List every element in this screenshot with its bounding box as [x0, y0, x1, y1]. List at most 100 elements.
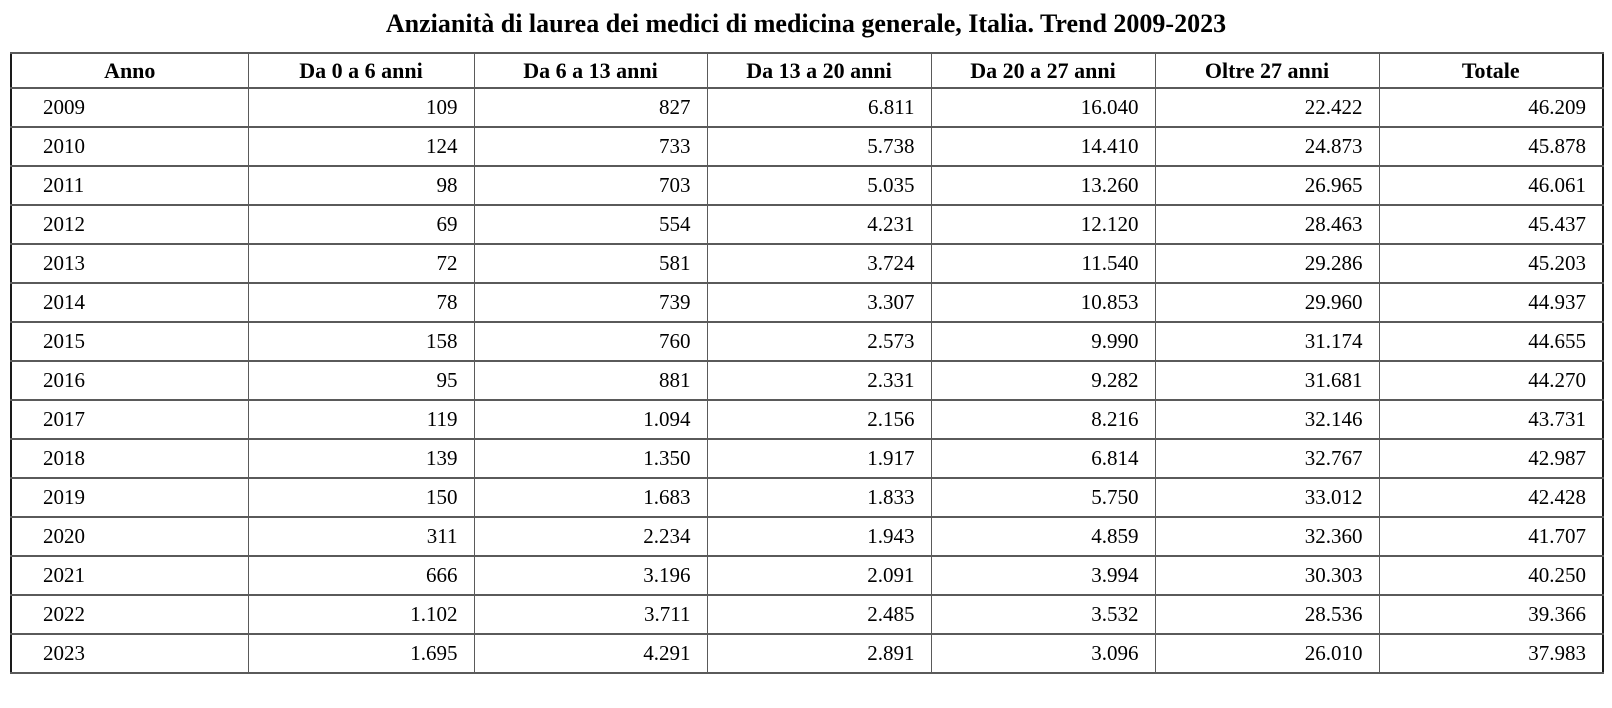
value-cell: 31.681 [1154, 360, 1380, 401]
table-row: 2012 69 554 4.231 12.120 28.463 45.437 [10, 204, 1604, 245]
year-cell: 2010 [10, 126, 249, 167]
table-row: 2018 139 1.350 1.917 6.814 32.767 42.987 [10, 438, 1604, 479]
year-cell: 2014 [10, 282, 249, 323]
value-cell: 39.366 [1378, 594, 1604, 635]
year-cell: 2023 [10, 633, 249, 674]
value-cell: 2.091 [706, 555, 932, 596]
value-cell: 581 [473, 243, 708, 284]
value-cell: 1.350 [473, 438, 708, 479]
value-cell: 124 [247, 126, 475, 167]
value-cell: 42.428 [1378, 477, 1604, 518]
value-cell: 3.196 [473, 555, 708, 596]
value-cell: 881 [473, 360, 708, 401]
value-cell: 30.303 [1154, 555, 1380, 596]
table-row: 2010 124 733 5.738 14.410 24.873 45.878 [10, 126, 1604, 167]
value-cell: 311 [247, 516, 475, 557]
table-row: 2015 158 760 2.573 9.990 31.174 44.655 [10, 321, 1604, 362]
value-cell: 3.096 [930, 633, 1156, 674]
value-cell: 139 [247, 438, 475, 479]
value-cell: 2.331 [706, 360, 932, 401]
value-cell: 31.174 [1154, 321, 1380, 362]
column-header: Totale [1378, 52, 1604, 89]
value-cell: 1.102 [247, 594, 475, 635]
value-cell: 98 [247, 165, 475, 206]
value-cell: 13.260 [930, 165, 1156, 206]
year-cell: 2011 [10, 165, 249, 206]
value-cell: 78 [247, 282, 475, 323]
value-cell: 3.307 [706, 282, 932, 323]
value-cell: 42.987 [1378, 438, 1604, 479]
year-cell: 2009 [10, 87, 249, 128]
value-cell: 8.216 [930, 399, 1156, 440]
value-cell: 2.234 [473, 516, 708, 557]
value-cell: 703 [473, 165, 708, 206]
value-cell: 9.990 [930, 321, 1156, 362]
value-cell: 1.695 [247, 633, 475, 674]
column-header: Da 6 a 13 anni [473, 52, 708, 89]
value-cell: 72 [247, 243, 475, 284]
value-cell: 2.485 [706, 594, 932, 635]
table-row: 2022 1.102 3.711 2.485 3.532 28.536 39.366 [10, 594, 1604, 635]
value-cell: 32.360 [1154, 516, 1380, 557]
value-cell: 43.731 [1378, 399, 1604, 440]
value-cell: 739 [473, 282, 708, 323]
value-cell: 69 [247, 204, 475, 245]
value-cell: 44.655 [1378, 321, 1604, 362]
value-cell: 46.209 [1378, 87, 1604, 128]
data-table: Anno Da 0 a 6 anni Da 6 a 13 anni Da 13 a 2… [10, 52, 1604, 674]
value-cell: 26.965 [1154, 165, 1380, 206]
value-cell: 28.463 [1154, 204, 1380, 245]
value-cell: 41.707 [1378, 516, 1604, 557]
value-cell: 1.917 [706, 438, 932, 479]
value-cell: 2.156 [706, 399, 932, 440]
header-row: Anno Da 0 a 6 anni Da 6 a 13 anni Da 13 a 2… [10, 52, 1604, 89]
value-cell: 6.811 [706, 87, 932, 128]
value-cell: 109 [247, 87, 475, 128]
value-cell: 10.853 [930, 282, 1156, 323]
value-cell: 95 [247, 360, 475, 401]
year-cell: 2016 [10, 360, 249, 401]
value-cell: 44.937 [1378, 282, 1604, 323]
value-cell: 26.010 [1154, 633, 1380, 674]
column-header: Da 20 a 27 anni [930, 52, 1156, 89]
table-title: Anzianità di laurea dei medici di medici… [385, 9, 1227, 38]
column-header: Da 0 a 6 anni [247, 52, 475, 89]
table-row: 2019 150 1.683 1.833 5.750 33.012 42.428 [10, 477, 1604, 518]
year-cell: 2021 [10, 555, 249, 596]
value-cell: 14.410 [930, 126, 1156, 167]
value-cell: 5.035 [706, 165, 932, 206]
column-header: Anno [10, 52, 249, 89]
year-cell: 2020 [10, 516, 249, 557]
column-header: Oltre 27 anni [1154, 52, 1380, 89]
table-row: 2021 666 3.196 2.091 3.994 30.303 40.250 [10, 555, 1604, 596]
year-cell: 2015 [10, 321, 249, 362]
year-cell: 2017 [10, 399, 249, 440]
table-row: 2017 119 1.094 2.156 8.216 32.146 43.731 [10, 399, 1604, 440]
value-cell: 32.767 [1154, 438, 1380, 479]
year-cell: 2019 [10, 477, 249, 518]
value-cell: 1.833 [706, 477, 932, 518]
value-cell: 150 [247, 477, 475, 518]
table-row: 2023 1.695 4.291 2.891 3.096 26.010 37.983 [10, 633, 1604, 674]
value-cell: 4.231 [706, 204, 932, 245]
value-cell: 37.983 [1378, 633, 1604, 674]
value-cell: 33.012 [1154, 477, 1380, 518]
value-cell: 3.532 [930, 594, 1156, 635]
value-cell: 11.540 [930, 243, 1156, 284]
value-cell: 2.891 [706, 633, 932, 674]
value-cell: 158 [247, 321, 475, 362]
value-cell: 45.437 [1378, 204, 1604, 245]
value-cell: 6.814 [930, 438, 1156, 479]
year-cell: 2018 [10, 438, 249, 479]
year-cell: 2012 [10, 204, 249, 245]
value-cell: 3.724 [706, 243, 932, 284]
year-cell: 2022 [10, 594, 249, 635]
value-cell: 1.683 [473, 477, 708, 518]
table-row: 2020 311 2.234 1.943 4.859 32.360 41.707 [10, 516, 1604, 557]
value-cell: 16.040 [930, 87, 1156, 128]
value-cell: 24.873 [1154, 126, 1380, 167]
value-cell: 4.859 [930, 516, 1156, 557]
value-cell: 12.120 [930, 204, 1156, 245]
value-cell: 3.994 [930, 555, 1156, 596]
